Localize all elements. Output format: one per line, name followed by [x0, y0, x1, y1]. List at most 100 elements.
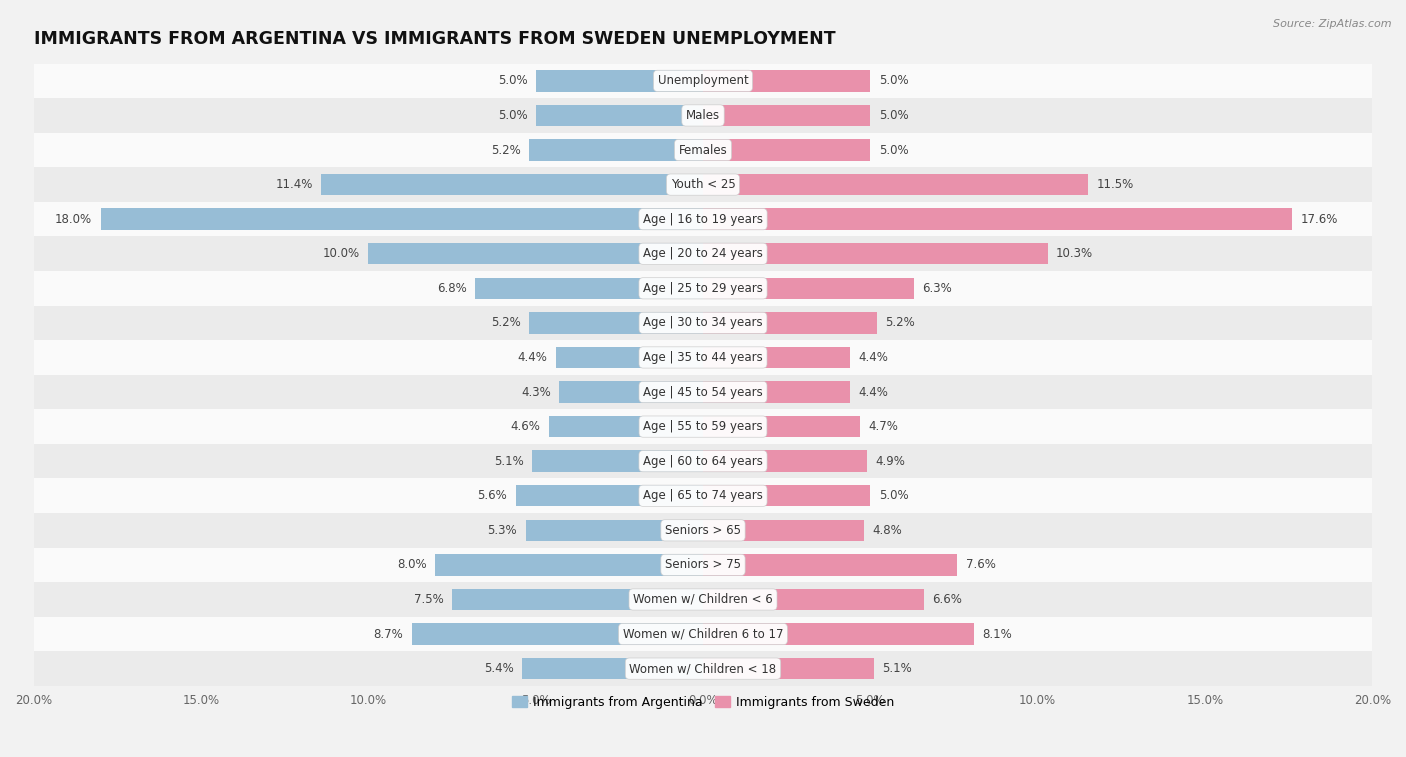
- Bar: [536, 104, 703, 126]
- Text: Males: Males: [686, 109, 720, 122]
- Text: 5.0%: 5.0%: [498, 74, 527, 87]
- Bar: [533, 450, 703, 472]
- Bar: [412, 623, 703, 645]
- Bar: [322, 174, 703, 195]
- Text: 4.6%: 4.6%: [510, 420, 541, 433]
- Bar: [703, 623, 974, 645]
- Text: 8.1%: 8.1%: [983, 628, 1012, 640]
- Bar: [475, 278, 703, 299]
- Text: 5.0%: 5.0%: [879, 74, 908, 87]
- Bar: [34, 202, 1372, 236]
- Text: 5.4%: 5.4%: [484, 662, 513, 675]
- Text: Seniors > 75: Seniors > 75: [665, 559, 741, 572]
- Text: 5.0%: 5.0%: [879, 489, 908, 502]
- Bar: [34, 478, 1372, 513]
- Text: Women w/ Children 6 to 17: Women w/ Children 6 to 17: [623, 628, 783, 640]
- Text: Source: ZipAtlas.com: Source: ZipAtlas.com: [1274, 19, 1392, 29]
- Text: 5.2%: 5.2%: [491, 144, 520, 157]
- Bar: [526, 519, 703, 541]
- Text: Age | 55 to 59 years: Age | 55 to 59 years: [643, 420, 763, 433]
- Text: 18.0%: 18.0%: [55, 213, 93, 226]
- Bar: [703, 139, 870, 160]
- Text: 5.2%: 5.2%: [491, 316, 520, 329]
- Bar: [703, 519, 863, 541]
- Text: 5.0%: 5.0%: [498, 109, 527, 122]
- Bar: [34, 64, 1372, 98]
- Bar: [703, 347, 851, 368]
- Text: 7.5%: 7.5%: [413, 593, 443, 606]
- Text: 5.2%: 5.2%: [886, 316, 915, 329]
- Text: Age | 25 to 29 years: Age | 25 to 29 years: [643, 282, 763, 294]
- Bar: [34, 271, 1372, 306]
- Text: Age | 65 to 74 years: Age | 65 to 74 years: [643, 489, 763, 502]
- Text: 8.7%: 8.7%: [374, 628, 404, 640]
- Text: 4.9%: 4.9%: [876, 455, 905, 468]
- Text: 5.0%: 5.0%: [879, 109, 908, 122]
- Bar: [100, 208, 703, 230]
- Text: 6.3%: 6.3%: [922, 282, 952, 294]
- Text: Youth < 25: Youth < 25: [671, 178, 735, 191]
- Text: Seniors > 65: Seniors > 65: [665, 524, 741, 537]
- Text: 7.6%: 7.6%: [966, 559, 995, 572]
- Bar: [548, 416, 703, 438]
- Text: Age | 35 to 44 years: Age | 35 to 44 years: [643, 351, 763, 364]
- Bar: [536, 70, 703, 92]
- Text: 4.4%: 4.4%: [517, 351, 547, 364]
- Bar: [703, 104, 870, 126]
- Text: Women w/ Children < 18: Women w/ Children < 18: [630, 662, 776, 675]
- Bar: [34, 444, 1372, 478]
- Bar: [703, 312, 877, 334]
- Legend: Immigrants from Argentina, Immigrants from Sweden: Immigrants from Argentina, Immigrants fr…: [506, 691, 900, 714]
- Bar: [560, 382, 703, 403]
- Text: 5.3%: 5.3%: [488, 524, 517, 537]
- Bar: [34, 340, 1372, 375]
- Text: 10.0%: 10.0%: [323, 248, 360, 260]
- Bar: [34, 617, 1372, 651]
- Bar: [703, 243, 1047, 264]
- Bar: [34, 410, 1372, 444]
- Bar: [516, 485, 703, 506]
- Text: 8.0%: 8.0%: [398, 559, 427, 572]
- Bar: [34, 132, 1372, 167]
- Text: 5.1%: 5.1%: [494, 455, 524, 468]
- Text: 10.3%: 10.3%: [1056, 248, 1094, 260]
- Bar: [34, 513, 1372, 547]
- Bar: [34, 547, 1372, 582]
- Bar: [522, 658, 703, 679]
- Text: Unemployment: Unemployment: [658, 74, 748, 87]
- Text: 5.0%: 5.0%: [879, 144, 908, 157]
- Bar: [703, 70, 870, 92]
- Text: Women w/ Children < 6: Women w/ Children < 6: [633, 593, 773, 606]
- Text: Females: Females: [679, 144, 727, 157]
- Text: 11.5%: 11.5%: [1097, 178, 1133, 191]
- Text: IMMIGRANTS FROM ARGENTINA VS IMMIGRANTS FROM SWEDEN UNEMPLOYMENT: IMMIGRANTS FROM ARGENTINA VS IMMIGRANTS …: [34, 30, 835, 48]
- Text: 17.6%: 17.6%: [1301, 213, 1339, 226]
- Bar: [703, 174, 1088, 195]
- Bar: [703, 208, 1292, 230]
- Bar: [529, 312, 703, 334]
- Bar: [703, 554, 957, 575]
- Bar: [34, 236, 1372, 271]
- Bar: [703, 382, 851, 403]
- Text: 4.3%: 4.3%: [522, 385, 551, 398]
- Bar: [451, 589, 703, 610]
- Text: 6.8%: 6.8%: [437, 282, 467, 294]
- Text: 5.6%: 5.6%: [478, 489, 508, 502]
- Bar: [34, 651, 1372, 686]
- Bar: [703, 416, 860, 438]
- Bar: [529, 139, 703, 160]
- Text: Age | 16 to 19 years: Age | 16 to 19 years: [643, 213, 763, 226]
- Text: 6.6%: 6.6%: [932, 593, 962, 606]
- Text: Age | 45 to 54 years: Age | 45 to 54 years: [643, 385, 763, 398]
- Text: 4.7%: 4.7%: [869, 420, 898, 433]
- Text: Age | 20 to 24 years: Age | 20 to 24 years: [643, 248, 763, 260]
- Bar: [436, 554, 703, 575]
- Bar: [703, 450, 868, 472]
- Text: 4.8%: 4.8%: [872, 524, 901, 537]
- Bar: [368, 243, 703, 264]
- Text: 5.1%: 5.1%: [882, 662, 912, 675]
- Bar: [34, 375, 1372, 410]
- Bar: [703, 658, 873, 679]
- Text: Age | 60 to 64 years: Age | 60 to 64 years: [643, 455, 763, 468]
- Bar: [34, 167, 1372, 202]
